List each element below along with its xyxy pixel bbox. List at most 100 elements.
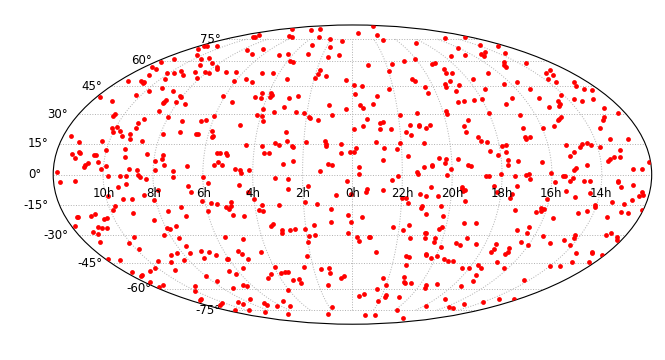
Point [534, 95, 545, 101]
Point [544, 104, 555, 110]
Point [462, 117, 473, 122]
Point [249, 196, 259, 202]
Point [168, 168, 178, 174]
Point [201, 43, 212, 49]
Point [283, 95, 294, 101]
Point [475, 138, 486, 144]
Point [138, 116, 149, 122]
Point [341, 106, 352, 112]
Point [341, 77, 352, 83]
Point [176, 68, 186, 74]
Point [300, 226, 311, 232]
Point [96, 138, 107, 144]
Point [375, 120, 386, 126]
Point [204, 249, 215, 255]
Point [628, 183, 638, 188]
Point [401, 195, 412, 201]
Point [241, 47, 252, 53]
Point [613, 178, 624, 184]
Point [491, 189, 502, 195]
Point [313, 34, 324, 40]
Point [565, 242, 575, 248]
Point [551, 80, 562, 85]
Point [325, 270, 336, 276]
Text: -30°: -30° [43, 229, 68, 242]
Point [221, 204, 231, 210]
Point [545, 263, 555, 269]
Point [309, 222, 319, 228]
Point [176, 94, 186, 100]
Point [327, 112, 337, 118]
Point [259, 300, 270, 306]
Point [384, 86, 394, 92]
Point [570, 194, 581, 200]
Point [326, 219, 336, 225]
Point [268, 70, 279, 76]
Point [421, 283, 432, 288]
Point [258, 118, 269, 123]
Point [499, 50, 510, 55]
Point [586, 142, 597, 148]
Point [150, 158, 161, 164]
Point [255, 95, 266, 101]
Point [582, 162, 593, 168]
Point [166, 259, 177, 265]
Point [233, 300, 243, 305]
Point [157, 156, 168, 162]
Point [118, 196, 128, 202]
Point [546, 170, 557, 176]
Point [377, 275, 388, 281]
Point [603, 158, 614, 164]
Point [519, 134, 530, 140]
Point [416, 205, 427, 211]
Point [90, 211, 100, 217]
Point [198, 174, 208, 180]
Point [453, 156, 464, 162]
Point [193, 46, 203, 52]
Point [88, 229, 98, 235]
Point [398, 315, 408, 321]
Point [387, 177, 398, 183]
Point [506, 95, 517, 101]
Point [414, 123, 425, 129]
Point [590, 202, 600, 208]
Point [235, 122, 245, 127]
Point [360, 189, 371, 194]
Point [315, 266, 326, 272]
Point [410, 56, 420, 62]
Point [66, 152, 77, 157]
Point [553, 98, 563, 104]
Point [395, 112, 406, 118]
Point [426, 184, 436, 190]
Text: 18h: 18h [490, 187, 513, 200]
Point [138, 80, 148, 86]
Point [294, 276, 305, 282]
Point [386, 126, 396, 132]
Point [335, 141, 346, 147]
Point [226, 199, 237, 204]
Point [124, 131, 135, 137]
Point [94, 94, 105, 100]
Point [378, 187, 389, 193]
Point [575, 144, 585, 150]
Point [259, 309, 270, 315]
Point [303, 233, 314, 239]
Point [174, 93, 185, 99]
Point [521, 136, 531, 142]
Point [283, 176, 293, 182]
Point [378, 119, 389, 125]
Point [521, 60, 531, 66]
Point [149, 197, 160, 203]
Point [420, 252, 431, 258]
Point [515, 112, 525, 117]
Point [336, 150, 346, 156]
Point [342, 230, 353, 236]
Point [427, 163, 438, 169]
Point [158, 132, 168, 138]
Point [545, 67, 555, 73]
Point [86, 213, 96, 219]
Point [428, 239, 439, 244]
Point [270, 264, 281, 270]
Point [536, 208, 547, 213]
Point [202, 180, 213, 186]
